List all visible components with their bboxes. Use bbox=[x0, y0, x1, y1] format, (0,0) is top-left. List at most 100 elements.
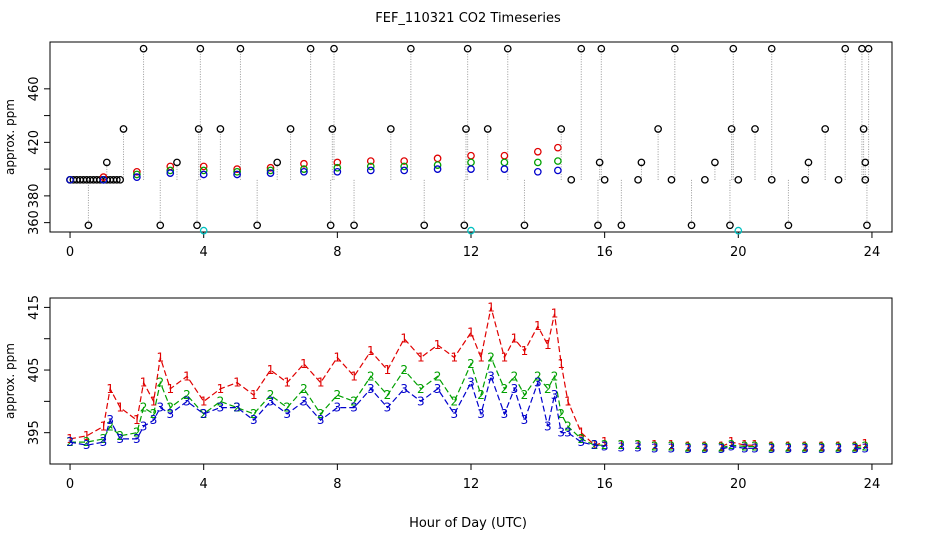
data-point-label: 3 bbox=[106, 413, 114, 427]
data-point-label: 3 bbox=[835, 442, 843, 456]
data-point-label: 3 bbox=[434, 382, 442, 396]
data-point bbox=[300, 165, 308, 173]
data-point bbox=[617, 221, 626, 230]
data-point-label: 1 bbox=[183, 369, 191, 383]
data-point-label: 2 bbox=[100, 432, 108, 446]
data-point bbox=[577, 44, 586, 53]
data-point-label: 2 bbox=[367, 369, 375, 383]
data-point-label: 1 bbox=[511, 332, 519, 346]
data-point bbox=[863, 221, 871, 230]
data-point bbox=[400, 162, 409, 171]
data-point bbox=[821, 125, 830, 133]
data-point-label: 2 bbox=[116, 429, 124, 443]
data-point bbox=[533, 167, 542, 176]
data-point-label: 3 bbox=[564, 426, 572, 440]
data-point-label: 2 bbox=[501, 382, 509, 396]
series-line bbox=[70, 355, 605, 446]
data-point bbox=[199, 170, 208, 179]
data-point-label: 1 bbox=[140, 376, 148, 390]
data-point-label: 2 bbox=[651, 439, 659, 453]
data-point-label: 2 bbox=[577, 432, 585, 446]
data-point bbox=[333, 163, 342, 172]
data-point-label: 3 bbox=[601, 439, 609, 453]
data-point-label: 1 bbox=[400, 332, 408, 346]
data-point bbox=[463, 44, 472, 53]
y-tick-label: 420 bbox=[27, 130, 42, 155]
data-point-label: 2 bbox=[334, 388, 342, 402]
data-point bbox=[196, 44, 205, 53]
data-point-label: 3 bbox=[283, 407, 291, 421]
data-point bbox=[554, 166, 562, 175]
data-point bbox=[233, 170, 241, 179]
data-point-label: 1 bbox=[818, 439, 826, 453]
data-point-label: 2 bbox=[267, 388, 275, 402]
data-point bbox=[99, 175, 108, 184]
data-point-label: 3 bbox=[450, 407, 458, 421]
data-point-label: 2 bbox=[751, 439, 759, 453]
data-point-label: 2 bbox=[384, 388, 392, 402]
series-line bbox=[855, 445, 866, 449]
data-point-label: 1 bbox=[450, 351, 458, 365]
data-point-label: 1 bbox=[601, 435, 609, 449]
data-point bbox=[119, 125, 128, 133]
data-point bbox=[386, 125, 395, 133]
data-point bbox=[594, 221, 602, 230]
data-point bbox=[156, 221, 165, 230]
y-tick-label: 405 bbox=[27, 358, 42, 383]
data-point bbox=[734, 175, 743, 184]
data-point bbox=[193, 221, 201, 230]
data-point-label: 3 bbox=[150, 413, 158, 427]
data-point bbox=[420, 221, 429, 230]
data-point bbox=[300, 159, 308, 168]
data-point-label: 1 bbox=[116, 401, 124, 415]
x-tick-label: 8 bbox=[333, 245, 341, 260]
data-point-label: 1 bbox=[267, 363, 275, 377]
data-point bbox=[804, 158, 813, 167]
data-point bbox=[326, 221, 335, 230]
x-tick-label: 16 bbox=[596, 245, 613, 260]
data-point-label: 2 bbox=[557, 407, 565, 421]
data-point-label: 1 bbox=[487, 300, 495, 314]
data-point-label: 2 bbox=[477, 388, 485, 402]
data-point bbox=[701, 175, 709, 184]
x-tick-label: 4 bbox=[200, 477, 208, 492]
data-point-label: 2 bbox=[728, 438, 736, 452]
data-point bbox=[266, 163, 275, 172]
data-point bbox=[687, 221, 696, 230]
data-point-label: 2 bbox=[156, 376, 164, 390]
data-point-label: 1 bbox=[634, 438, 642, 452]
data-point-label: 1 bbox=[66, 432, 74, 446]
data-point-label: 1 bbox=[534, 319, 542, 333]
data-point-label: 3 bbox=[851, 442, 859, 456]
data-point-label: 3 bbox=[66, 435, 74, 449]
data-point bbox=[300, 167, 308, 176]
data-point-label: 2 bbox=[233, 401, 241, 415]
data-point-label: 3 bbox=[785, 442, 793, 456]
data-point bbox=[433, 154, 442, 163]
data-point-label: 2 bbox=[133, 426, 141, 440]
y-axis-label: approx. ppm bbox=[3, 99, 17, 175]
data-point bbox=[166, 169, 175, 177]
data-point bbox=[751, 125, 759, 133]
data-point-label: 2 bbox=[417, 382, 425, 396]
series-line bbox=[855, 443, 866, 448]
data-point-label: 2 bbox=[634, 438, 642, 452]
data-point bbox=[864, 44, 873, 53]
series-line bbox=[721, 445, 755, 450]
data-point-label: 3 bbox=[250, 413, 258, 427]
data-point-label: 1 bbox=[166, 382, 174, 396]
data-point bbox=[520, 221, 529, 230]
data-point-label: 2 bbox=[785, 441, 793, 455]
data-point bbox=[216, 125, 225, 133]
data-point-label: 1 bbox=[417, 351, 425, 365]
data-point bbox=[859, 125, 868, 133]
data-point-label: 3 bbox=[768, 442, 776, 456]
data-point-label: 3 bbox=[557, 426, 565, 440]
data-point-label: 3 bbox=[384, 401, 392, 415]
data-point-label: 1 bbox=[100, 419, 108, 433]
data-point-label: 3 bbox=[618, 441, 626, 455]
data-point-label: 3 bbox=[521, 413, 529, 427]
data-point-label: 2 bbox=[350, 394, 358, 408]
y-axis-label: approx. ppm bbox=[3, 343, 17, 419]
